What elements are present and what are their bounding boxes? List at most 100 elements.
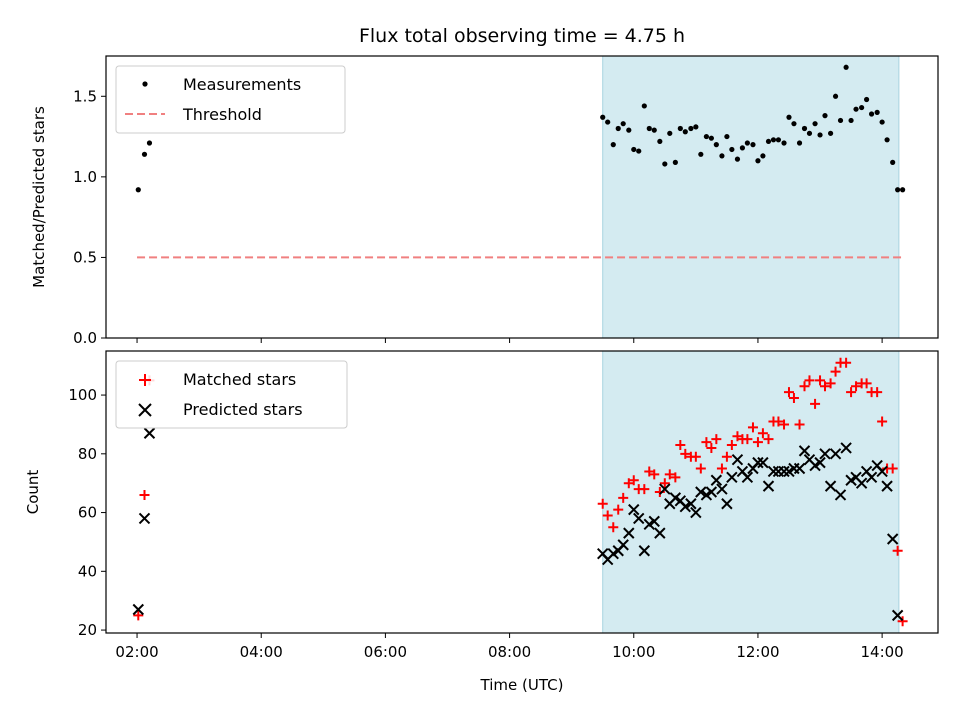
x-axis-ticks-bottom: 02:00 04:00 06:00 08:00 10:00 12:00 14:00: [115, 633, 904, 661]
measurement-point: [615, 125, 621, 132]
y-axis-label-bottom: Count: [24, 470, 42, 515]
predicted-stars-point: [710, 474, 723, 486]
measurement-point: [620, 121, 626, 127]
y-tick-label: 0.5: [73, 248, 97, 266]
measurement-point: [874, 109, 880, 115]
measurement-point: [791, 121, 797, 127]
matched-stars-point: [664, 469, 675, 480]
matched-stars-point: [757, 428, 768, 439]
measurement-point: [806, 130, 813, 136]
predicted-stars-point: [762, 480, 775, 492]
legend-frame-top: [115, 65, 346, 134]
predicted-stars-point: [721, 498, 733, 510]
predicted-stars-point: [679, 500, 692, 513]
measurement-point: [884, 137, 890, 143]
x-tick-label: 10:00: [612, 643, 655, 661]
matched-stars-point: [892, 545, 903, 556]
axes-frame-top: [105, 55, 939, 339]
measurement-point: [781, 140, 787, 146]
predicted-stars-point: [132, 603, 144, 616]
highlight-span-bottom: [602, 351, 900, 633]
predicted-stars-point: [891, 609, 904, 622]
matched-stars-point: [799, 381, 810, 392]
predicted-stars-point: [648, 515, 660, 528]
measurement-point: [636, 148, 642, 154]
measurement-point: [863, 96, 870, 103]
y-tick-label: 1.0: [73, 168, 97, 186]
x-axis-label: Time (UTC): [480, 676, 564, 694]
y-axis-ticks-bottom: 20 40 60 80 100: [68, 386, 106, 639]
measurement-point: [667, 130, 673, 136]
y-tick-label: 100: [68, 386, 97, 404]
measurement-point: [822, 113, 828, 119]
predicted-stars-point: [767, 465, 780, 478]
matched-stars-point: [706, 442, 717, 453]
plot-area-bottom: [132, 357, 908, 627]
measurement-point: [832, 93, 839, 99]
predicted-stars-point: [855, 477, 868, 489]
measurement-point: [817, 132, 823, 138]
matched-stars-point: [773, 416, 784, 427]
measurement-point: [848, 117, 854, 124]
predicted-stars-point: [695, 486, 707, 498]
panel-count: 20 40 60 80 100 02:00 04:00 06:00 08:00 10:00 12:…: [24, 350, 939, 694]
measurement-point: [786, 114, 792, 120]
matched-stars-point: [887, 463, 898, 474]
matched-stars-point: [680, 448, 691, 459]
matched-stars-point: [830, 366, 841, 377]
matched-stars-point: [649, 469, 660, 480]
matched-stars-point: [597, 498, 608, 509]
plot-area-top: [135, 64, 906, 259]
chart-title: Flux total observing time = 4.75 h: [359, 25, 685, 47]
legend-marker-matched: [139, 374, 151, 386]
measurement-point: [713, 142, 719, 148]
measurement-point: [651, 127, 657, 133]
measurement-point: [677, 125, 683, 132]
measurement-point: [724, 133, 730, 140]
matched-stars-point: [602, 510, 613, 521]
measurement-point: [837, 117, 844, 124]
matched-stars-point: [841, 357, 852, 368]
matched-stars-point: [897, 616, 908, 627]
measurement-point: [141, 151, 148, 157]
matched-stars-point: [747, 422, 758, 433]
observing-window: [602, 351, 900, 633]
measurement-point: [859, 104, 865, 111]
predicted-stars-point: [617, 539, 629, 551]
measurement-point: [610, 142, 616, 148]
x-axis-ticks-top: [136, 338, 883, 343]
legend-label-measurements: Measurements: [183, 75, 301, 94]
panel-ratio: 0.0 0.5 1.0 1.5 Matched/Predicted stars Mea…: [30, 55, 939, 347]
matched-stars-point: [788, 393, 799, 403]
legend-label-threshold: Threshold: [182, 105, 262, 124]
measurement-point: [729, 146, 735, 153]
measurement-point: [843, 64, 849, 70]
matched-stars-point: [695, 463, 706, 474]
matched-stars-point: [721, 451, 732, 462]
predicted-stars-point: [824, 480, 837, 492]
predicted-stars-point: [628, 503, 640, 516]
measurement-point: [750, 142, 756, 148]
matched-stars-point: [872, 387, 883, 398]
measurement-point: [755, 158, 761, 164]
matched-stars-point: [877, 416, 888, 427]
matched-stars-point: [815, 375, 826, 386]
predicted-stars-point: [654, 527, 666, 539]
measurement-point: [703, 133, 710, 140]
highlight-span-top: [602, 56, 900, 338]
measurement-point: [135, 187, 141, 193]
predicted-stars-point: [814, 456, 826, 469]
matched-stars-point: [701, 437, 712, 448]
matched-stars-point: [763, 434, 774, 445]
matched-stars-point: [810, 398, 821, 409]
measurement-point: [146, 140, 153, 146]
matched-stars-point: [794, 419, 805, 430]
predicted-stars-point: [876, 465, 888, 478]
measurement-point: [744, 140, 750, 146]
measurement-point: [682, 129, 688, 135]
y-tick-label: 0.0: [73, 329, 97, 347]
measurement-point: [662, 161, 668, 167]
matched-stars-point: [716, 463, 727, 474]
predicted-stars-point: [138, 512, 151, 525]
matched-stars-point: [608, 522, 619, 533]
